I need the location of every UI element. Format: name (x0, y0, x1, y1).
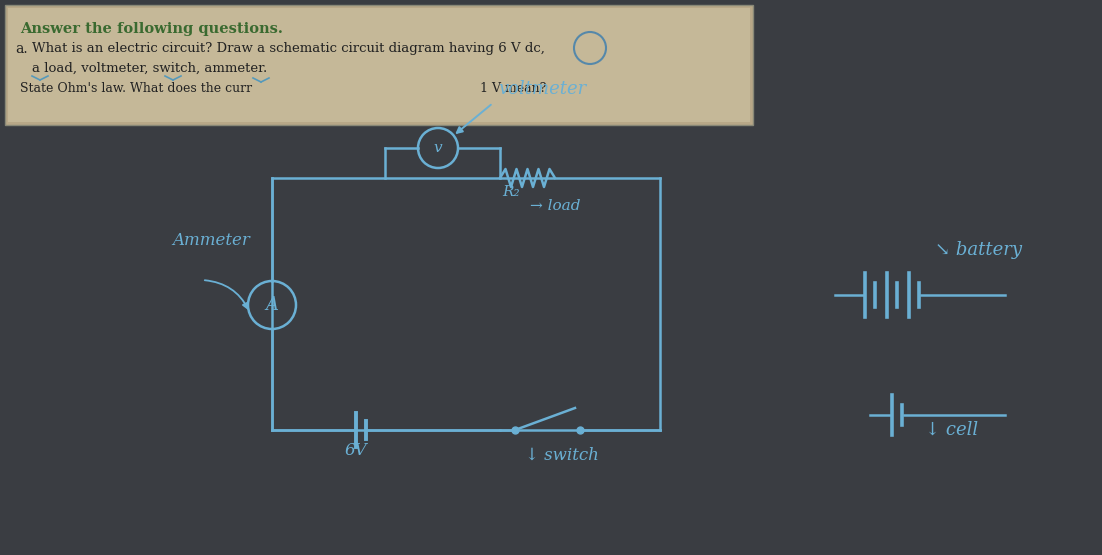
Text: 6V: 6V (345, 442, 367, 459)
Text: Ammeter: Ammeter (172, 232, 250, 249)
Text: A: A (266, 296, 279, 314)
Text: a load, voltmeter, switch, ammeter.: a load, voltmeter, switch, ammeter. (32, 62, 268, 75)
Text: 1 V mean?: 1 V mean? (480, 82, 547, 95)
Text: ↓ cell: ↓ cell (925, 421, 979, 439)
Text: State Ohm's law. What does the curr: State Ohm's law. What does the curr (20, 82, 252, 95)
Text: → load: → load (530, 199, 581, 213)
FancyBboxPatch shape (6, 5, 753, 125)
Text: What is an electric circuit? Draw a schematic circuit diagram having 6 V dc,: What is an electric circuit? Draw a sche… (32, 42, 544, 55)
Text: ↓ switch: ↓ switch (525, 447, 598, 464)
Text: v: v (434, 141, 442, 155)
Text: R₂: R₂ (503, 185, 520, 199)
FancyBboxPatch shape (8, 8, 750, 122)
Text: Answer the following questions.: Answer the following questions. (20, 22, 283, 36)
Text: ↘ battery: ↘ battery (934, 241, 1022, 259)
Text: voltmeter: voltmeter (498, 80, 586, 98)
Text: a.: a. (15, 42, 28, 56)
